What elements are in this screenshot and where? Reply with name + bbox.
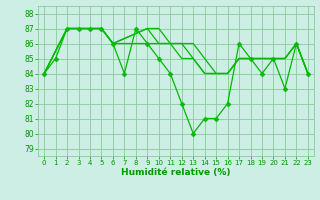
X-axis label: Humidité relative (%): Humidité relative (%) [121, 168, 231, 177]
